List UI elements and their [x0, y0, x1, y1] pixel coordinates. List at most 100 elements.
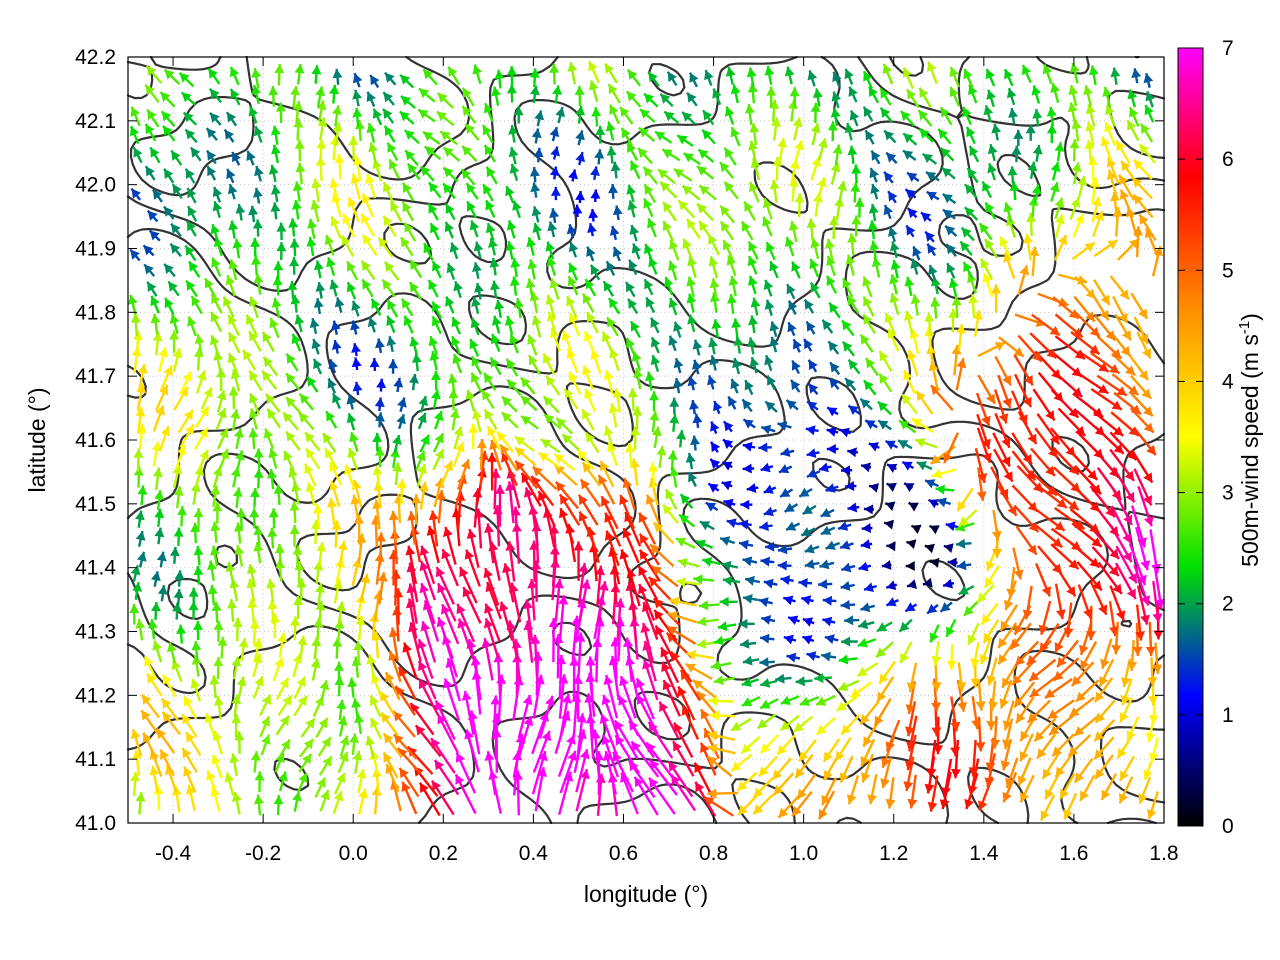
wind-arrow-head — [1145, 646, 1156, 656]
wind-arrow — [722, 420, 734, 433]
wind-arrow — [506, 220, 517, 239]
wind-arrow-head — [603, 370, 614, 380]
wind-arrow — [1109, 448, 1136, 482]
wind-arrow — [250, 237, 261, 257]
wind-arrow — [582, 364, 594, 391]
wind-arrow-head — [351, 357, 362, 368]
wind-arrow-head — [397, 397, 407, 408]
wind-arrow — [785, 236, 795, 257]
wind-arrow-head — [644, 184, 654, 195]
wind-arrow — [337, 751, 349, 774]
wind-arrow-head — [808, 359, 818, 371]
wind-arrow — [858, 561, 872, 572]
wind-arrow-head — [778, 807, 789, 818]
wind-arrow-head — [711, 319, 722, 329]
wind-arrow-head — [903, 781, 914, 791]
wind-arrow-head — [702, 557, 713, 567]
wind-arrow — [692, 339, 703, 356]
wind-arrow — [135, 530, 146, 548]
wind-arrow-head — [985, 577, 995, 588]
wind-arrow — [1113, 391, 1142, 416]
wind-arrow-head — [898, 440, 909, 450]
wind-arrow-head — [1147, 677, 1158, 687]
wind-arrow-head — [1141, 388, 1152, 399]
wind-arrow — [142, 732, 158, 760]
wind-arrow-head — [653, 522, 664, 533]
wind-arrow-head — [842, 278, 852, 289]
wind-arrow-head — [410, 259, 420, 271]
wind-arrow-head — [806, 321, 816, 332]
wind-arrow-head — [386, 336, 397, 346]
wind-arrow-head — [911, 418, 923, 428]
wind-arrow-head — [505, 481, 516, 491]
wind-arrow — [742, 441, 756, 452]
wind-arrow — [305, 447, 321, 470]
wind-arrow — [623, 637, 633, 683]
wind-arrow-head — [1105, 507, 1115, 518]
wind-arrow-head — [172, 184, 182, 195]
wind-arrow-head — [176, 624, 187, 634]
wind-arrow-head — [673, 321, 683, 332]
wind-arrow-head — [841, 636, 851, 647]
wind-arrow — [931, 468, 957, 479]
wind-arrow — [416, 463, 427, 487]
wind-arrow-head — [740, 499, 750, 510]
wind-arrow-head — [341, 235, 351, 246]
wind-arrow — [495, 484, 505, 527]
wind-arrow — [347, 447, 359, 471]
wind-arrow-head — [417, 413, 427, 424]
wind-arrow — [1072, 213, 1085, 238]
wind-arrow — [821, 651, 837, 662]
wind-arrow-head — [1138, 793, 1148, 804]
wind-arrow — [490, 280, 500, 299]
wind-arrow — [217, 636, 228, 659]
wind-arrow — [452, 353, 463, 374]
wind-arrow-head — [273, 795, 284, 805]
wind-arrow — [607, 297, 621, 315]
wind-arrow-head — [546, 311, 557, 322]
wind-arrow — [990, 466, 1009, 500]
wind-arrow-head — [297, 695, 307, 706]
wind-arrow — [967, 622, 980, 646]
wind-arrow-head — [991, 284, 1001, 294]
wind-arrow-head — [172, 348, 183, 359]
wind-arrow-head — [708, 483, 719, 493]
wind-arrow-head — [864, 380, 874, 391]
wind-arrow-head — [728, 396, 738, 407]
wind-arrow — [976, 584, 995, 604]
wind-arrow — [388, 650, 402, 683]
wind-arrow — [898, 618, 913, 633]
wind-arrow — [309, 317, 320, 334]
wind-arrow-head — [188, 587, 199, 597]
wind-arrow-head — [515, 436, 526, 446]
wind-arrow — [990, 716, 1001, 749]
wind-arrow — [153, 785, 164, 811]
wind-arrow — [383, 261, 400, 281]
wind-arrow-head — [291, 333, 301, 345]
wind-arrow — [711, 319, 722, 338]
wind-arrow — [483, 372, 497, 391]
wind-arrow-head — [455, 442, 465, 453]
wind-arrow — [388, 510, 399, 543]
wind-arrow-head — [248, 296, 259, 307]
wind-arrow — [633, 776, 659, 816]
wind-arrow-head — [468, 423, 479, 433]
wind-arrow-head — [485, 223, 496, 234]
wind-arrow-head — [403, 315, 413, 327]
wind-arrow-head — [822, 319, 832, 331]
wind-arrow-head — [950, 747, 961, 757]
wind-arrow — [709, 710, 736, 721]
wind-arrow-head — [402, 298, 411, 309]
wind-arrow — [325, 410, 338, 429]
wind-arrow-head — [676, 577, 686, 588]
wind-arrow — [294, 314, 305, 333]
wind-arrow-head — [860, 334, 870, 345]
wind-arrow-head — [847, 295, 857, 306]
wind-arrow — [1152, 642, 1163, 674]
wind-arrow-head — [638, 565, 648, 577]
wind-arrow — [723, 181, 739, 200]
wind-arrow — [719, 220, 735, 241]
wind-arrow — [151, 188, 163, 203]
wind-arrow — [567, 275, 579, 296]
wind-arrow-head — [385, 764, 395, 775]
